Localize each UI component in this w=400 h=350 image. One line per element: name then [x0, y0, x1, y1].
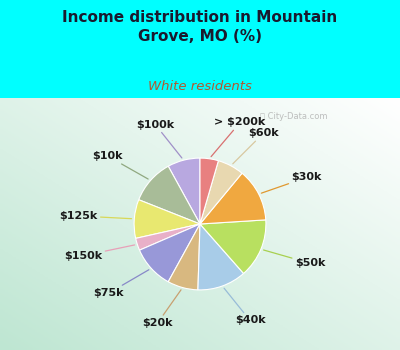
Text: $125k: $125k [60, 211, 132, 221]
Wedge shape [200, 158, 218, 224]
Wedge shape [200, 220, 266, 273]
Text: $150k: $150k [64, 245, 134, 261]
Wedge shape [139, 166, 200, 224]
Text: $30k: $30k [261, 173, 322, 193]
Text: $100k: $100k [136, 120, 182, 158]
Text: $60k: $60k [233, 128, 278, 164]
Wedge shape [198, 224, 244, 290]
Wedge shape [136, 224, 200, 250]
Text: ⓘ City-Data.com: ⓘ City-Data.com [260, 112, 328, 121]
Text: $20k: $20k [142, 290, 181, 328]
Wedge shape [168, 224, 200, 290]
Text: $10k: $10k [92, 151, 148, 179]
Wedge shape [200, 161, 242, 224]
Text: White residents: White residents [148, 80, 252, 93]
Text: > $200k: > $200k [211, 118, 266, 157]
Text: $50k: $50k [264, 250, 325, 268]
Wedge shape [168, 158, 200, 224]
Wedge shape [140, 224, 200, 282]
Text: $75k: $75k [94, 270, 149, 298]
Text: Income distribution in Mountain
Grove, MO (%): Income distribution in Mountain Grove, M… [62, 10, 338, 44]
Wedge shape [134, 200, 200, 238]
Text: $40k: $40k [224, 288, 265, 326]
Wedge shape [200, 173, 266, 224]
